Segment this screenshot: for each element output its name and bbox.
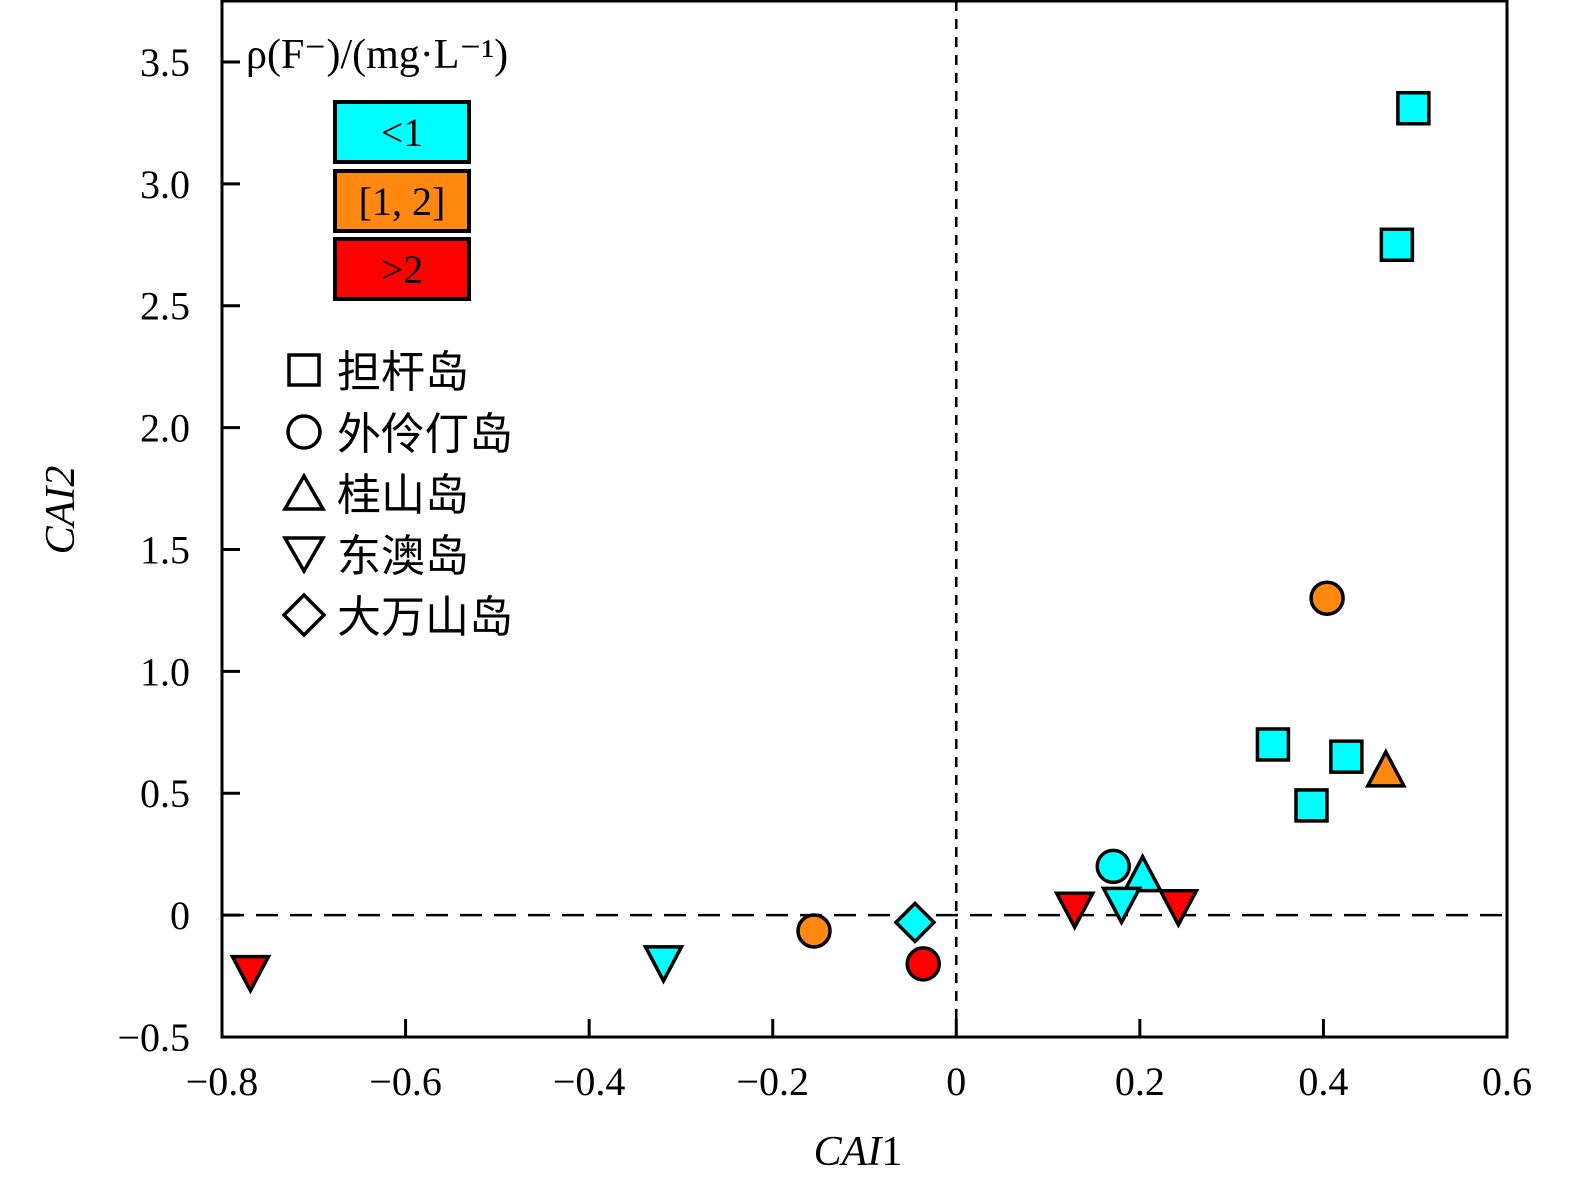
circle-icon — [286, 414, 322, 450]
square-icon — [287, 353, 321, 387]
x-tick-label: 0 — [946, 1059, 966, 1104]
legend-shape-circle: 外伶仃岛 — [286, 409, 513, 460]
y-tick-label: 3.0 — [140, 162, 190, 207]
y-tick-label: −0.5 — [117, 1015, 190, 1060]
x-axis-label: CAI1 — [814, 1129, 903, 1175]
legend-class-high: >2 — [333, 237, 471, 301]
data-point-square — [1329, 739, 1364, 774]
diamond-icon — [281, 592, 327, 638]
x-tick-label: 0.2 — [1115, 1059, 1165, 1104]
legend-color-swatch — [333, 237, 471, 301]
legend-color-swatch — [333, 100, 471, 164]
y-tick-label: 0.5 — [140, 771, 190, 816]
triangle-up-icon — [281, 472, 327, 511]
data-point-square — [1396, 91, 1431, 126]
data-points — [229, 91, 1431, 995]
y-axis-label: CAI2 — [38, 466, 84, 555]
x-axis-label-italic: CAI — [814, 1129, 884, 1175]
data-point-triangle-down — [229, 954, 272, 995]
fluoride-color-legend: ρ(F⁻)/(mg·L⁻¹) <1 [1, 2] >2 — [246, 32, 508, 301]
x-axis-label-suffix: 1 — [881, 1129, 902, 1175]
triangle-down-icon — [281, 536, 327, 575]
y-tick-labels: −0.5 0 0.5 1.0 1.5 2.0 2.5 3.0 3.5 — [117, 40, 190, 1060]
data-point-triangle-up — [1364, 748, 1407, 788]
x-tick-label: −0.4 — [553, 1059, 626, 1104]
legend-class-label: >2 — [381, 247, 424, 292]
x-tick-label: 0.6 — [1482, 1059, 1532, 1104]
x-tick-label: −0.2 — [736, 1059, 809, 1104]
reference-lines — [222, 1, 1507, 1037]
data-point-triangle-up — [1121, 852, 1164, 893]
x-tick-label: 0.4 — [1298, 1059, 1348, 1104]
legend-shape-triangle-up: 桂山岛 — [281, 470, 469, 521]
data-point-circle — [905, 946, 941, 982]
y-tick-label: 1.5 — [140, 527, 190, 572]
data-point-circle — [1309, 580, 1345, 616]
data-point-square — [1379, 227, 1415, 263]
x-tick-label: −0.6 — [369, 1059, 442, 1104]
y-tick-label: 2.5 — [140, 284, 190, 329]
data-point-triangle-down — [1053, 891, 1096, 931]
y-tick-label: 1.0 — [140, 649, 190, 694]
data-point-circle — [796, 913, 832, 949]
legend-shape-label: 担杆岛 — [337, 347, 469, 398]
legend-class-label: <1 — [381, 110, 424, 155]
legend-shape-label: 大万山岛 — [337, 592, 513, 643]
data-point-circle — [1095, 848, 1131, 885]
legend-shape-diamond: 大万山岛 — [281, 592, 513, 643]
legend-title: ρ(F⁻)/(mg·L⁻¹) — [246, 32, 508, 78]
x-tick-labels: −0.8 −0.6 −0.4 −0.2 0 0.2 0.4 0.6 — [186, 1059, 1532, 1104]
data-point-square — [1294, 788, 1329, 823]
data-point-triangle-down — [1100, 886, 1143, 927]
legend-shape-label: 东澳岛 — [337, 531, 469, 582]
data-point-triangle-down — [642, 945, 685, 985]
plot-frame — [220, 0, 1509, 1039]
data-point-diamond — [893, 900, 937, 944]
y-tick-label: 0 — [170, 893, 190, 938]
axis-ticks — [220, 60, 1509, 1039]
legend-color-swatch — [333, 169, 471, 233]
x-tick-label: −0.8 — [186, 1059, 259, 1104]
legend-shape-label: 桂山岛 — [337, 470, 469, 521]
legend-class-mid: [1, 2] — [333, 169, 471, 233]
data-point-triangle-down — [1157, 889, 1200, 929]
legend-shape-label: 外伶仃岛 — [337, 409, 513, 460]
y-tick-label: 2.0 — [140, 406, 190, 451]
legend-shape-square: 担杆岛 — [287, 347, 469, 398]
data-point-square — [1255, 727, 1291, 762]
legend-shape-triangle-down: 东澳岛 — [281, 531, 469, 582]
legend-class-low: <1 — [333, 100, 471, 164]
y-tick-label: 3.5 — [140, 40, 190, 85]
legend-class-label: [1, 2] — [359, 179, 446, 224]
